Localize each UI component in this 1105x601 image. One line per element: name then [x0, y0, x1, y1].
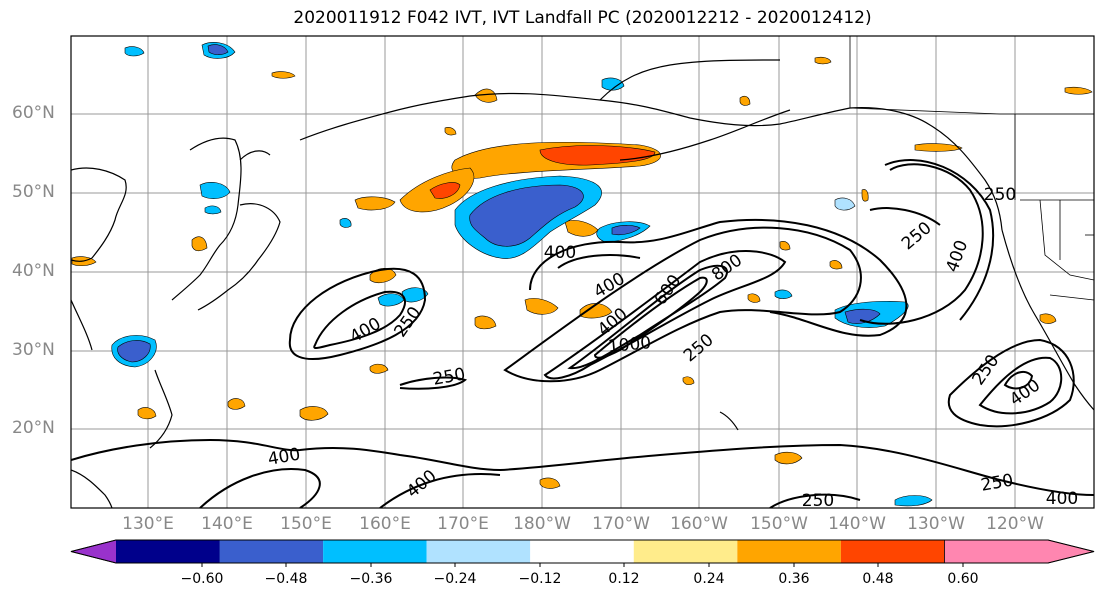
coastlines	[71, 59, 1094, 508]
longitude-label: 180°W	[513, 514, 571, 534]
longitude-label: 150°E	[280, 514, 332, 534]
colorbar-segment	[219, 540, 324, 563]
positive-anomaly-shading	[71, 56, 1093, 489]
colorbar-outline	[70, 539, 1095, 564]
latitude-label: 40°N	[12, 261, 55, 281]
contour-label: 400	[544, 243, 576, 263]
colorbar-segment	[426, 540, 531, 563]
colorbar-tick-label: 0.48	[862, 571, 894, 587]
colorbar-segment	[530, 540, 634, 563]
colorbar-segment	[323, 540, 427, 563]
longitude-label: 130°W	[907, 514, 965, 534]
map-title: 2020011912 F042 IVT, IVT Landfall PC (20…	[293, 8, 872, 28]
negative-anomaly-shading	[111, 42, 933, 507]
colorbar-tick-label: 0.36	[778, 571, 810, 587]
political-borders	[849, 36, 1094, 301]
colorbar-tick-label: 0.12	[608, 571, 640, 587]
longitude-label: 130°E	[122, 514, 174, 534]
ivt-contours	[71, 159, 1094, 508]
latitude-label: 60°N	[12, 103, 55, 123]
map-frame	[70, 35, 1095, 509]
colorbar-segment	[633, 540, 738, 563]
longitude-label: 170°E	[437, 514, 489, 534]
longitude-label: 170°W	[592, 514, 650, 534]
colorbar-tick-label: −0.60	[180, 571, 224, 587]
contour-label: 250	[984, 185, 1016, 205]
colorbar-segment	[737, 540, 841, 563]
colorbar-tick-label: −0.48	[264, 571, 308, 587]
longitude-label: 150°W	[750, 514, 808, 534]
contour-label: 250	[802, 491, 834, 511]
colorbar-segment	[116, 540, 220, 563]
colorbar-extend-high	[944, 539, 1095, 564]
latitude-label: 20°N	[12, 418, 55, 438]
colorbar-tick-label: −0.12	[518, 571, 562, 587]
longitude-label: 160°E	[359, 514, 411, 534]
latitude-label: 30°N	[12, 340, 55, 360]
colorbar-tick-label: −0.24	[433, 571, 477, 587]
colorbar-tick-label: 0.60	[947, 571, 979, 587]
longitude-label: 120°W	[986, 514, 1044, 534]
colorbar-tick-label: −0.36	[349, 571, 393, 587]
longitude-label: 160°W	[670, 514, 728, 534]
colorbar-tick-label: 0.24	[693, 571, 725, 587]
colorbar	[70, 539, 1095, 567]
contour-label: 400	[1046, 489, 1078, 509]
graticule	[71, 36, 1094, 508]
colorbar-segment	[840, 540, 945, 563]
longitude-label: 140°E	[201, 514, 253, 534]
contour-label: 1000	[607, 333, 652, 357]
longitude-label: 140°W	[828, 514, 886, 534]
latitude-label: 50°N	[12, 182, 55, 202]
